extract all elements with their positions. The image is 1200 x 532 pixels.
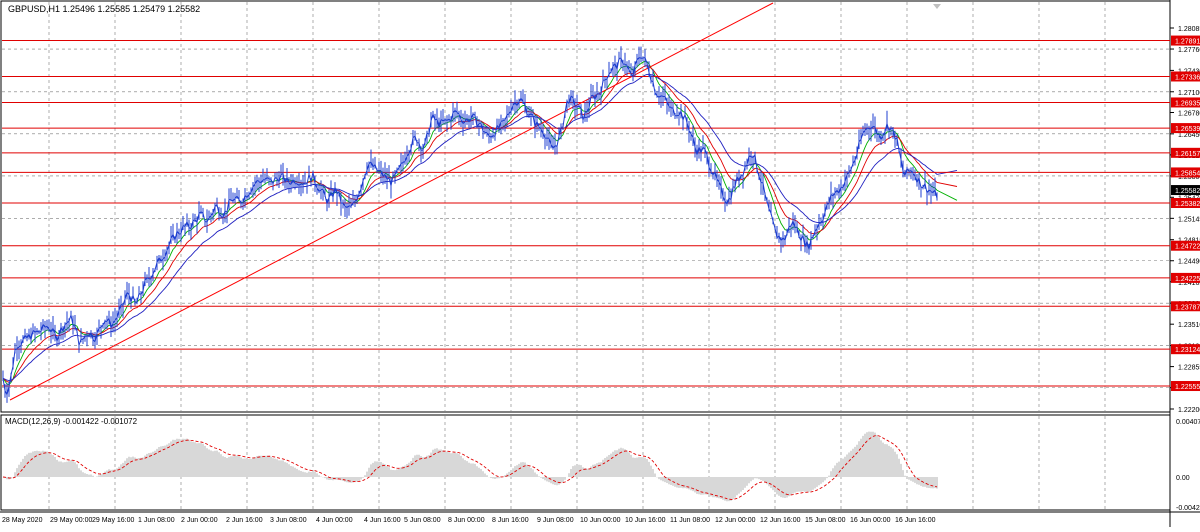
price-tick-label: 1.24490 <box>1178 259 1200 266</box>
current-price-label-bg <box>1171 185 1200 196</box>
level-label: 1.23124 <box>1175 347 1200 354</box>
level-label-bg <box>1171 167 1200 178</box>
time-tick-label: 8 Jun 00:00 <box>448 517 485 524</box>
macd-header: MACD(12,26,9) -0.001422 -0.001072 <box>5 417 138 426</box>
level-label: 1.27336 <box>1175 74 1200 81</box>
level-label: 1.27891 <box>1175 39 1200 46</box>
time-axis: 28 May 2020 29 May 00:00 29 May 16:00 1 Jun… <box>2 517 936 524</box>
macd-tick-label: -0.00424 <box>1176 505 1200 512</box>
time-tick-label: 8 Jun 16:00 <box>492 517 529 524</box>
time-tick-label: 4 Jun 00:00 <box>316 517 353 524</box>
shift-marker-icon[interactable] <box>933 4 941 9</box>
level-label: 1.24225 <box>1175 276 1200 283</box>
time-tick-label: 9 Jun 08:00 <box>537 517 574 524</box>
time-tick-label: 1 Jun 08:00 <box>138 517 175 524</box>
price-tick-label: 1.26450 <box>1178 132 1200 139</box>
price-tick-label: 1.26780 <box>1178 110 1200 117</box>
level-label: 1.26935 <box>1175 100 1200 107</box>
time-tick-label: 11 Jun 08:00 <box>670 517 710 524</box>
time-tick-label: 15 Jun 08:00 <box>805 517 846 524</box>
symbol-header: GBPUSD,H1 1.25496 1.25585 1.25479 1.2558… <box>8 4 200 14</box>
level-label: 1.26539 <box>1175 126 1200 133</box>
level-price-labels: 1.27891 1.27336 1.26935 1.26539 1.26157 1.258… <box>1171 35 1200 392</box>
price-tick-label: 1.22855 <box>1178 365 1200 372</box>
time-tick-label: 16 Jun 00:00 <box>850 517 891 524</box>
level-label-bg <box>1171 147 1200 158</box>
time-tick-label: 4 Jun 16:00 <box>364 517 401 524</box>
level-label: 1.25854 <box>1175 170 1200 177</box>
time-tick-label: 16 Jun 16:00 <box>895 517 936 524</box>
time-tick-label: 29 May 16:00 <box>92 517 135 524</box>
level-label-bg <box>1171 301 1200 312</box>
level-label: 1.23787 <box>1175 304 1200 311</box>
time-tick-label: 2 Jun 00:00 <box>181 517 218 524</box>
level-label-bg <box>1171 381 1200 392</box>
time-tick-label: 10 Jun 16:00 <box>625 517 666 524</box>
time-tick-label: 10 Jun 00:00 <box>580 517 621 524</box>
price-tick-label: 1.25145 <box>1178 216 1200 223</box>
time-tick-label: 2 Jun 16:00 <box>226 517 263 524</box>
price-tick-label: 1.24165 <box>1178 280 1200 287</box>
price-tick-label: 1.27760 <box>1178 47 1200 54</box>
close-line <box>2 56 938 397</box>
level-label-bg <box>1171 272 1200 283</box>
level-label-bg <box>1171 344 1200 355</box>
level-label: 1.22555 <box>1175 384 1200 391</box>
price-tick-label: 1.23510 <box>1178 322 1200 329</box>
level-label: 1.24722 <box>1175 244 1200 251</box>
level-label-bg <box>1171 35 1200 46</box>
time-tick-label: 3 Jun 08:00 <box>270 517 307 524</box>
level-label: 1.26157 <box>1175 151 1200 158</box>
time-tick-label: 28 May 2020 <box>2 517 43 524</box>
time-tick-label: 12 Jun 00:00 <box>715 517 756 524</box>
level-label-bg <box>1171 97 1200 108</box>
level-label-bg <box>1171 71 1200 82</box>
price-tick-label: 1.22200 <box>1178 407 1200 414</box>
trend-line[interactable] <box>9 2 774 401</box>
level-label: 1.25382 <box>1175 201 1200 208</box>
current-price-label: 1.25582 <box>1175 188 1200 195</box>
macd-signal-line <box>2 435 938 500</box>
price-series <box>2 46 938 403</box>
price-tick-label: 1.28085 <box>1178 26 1200 33</box>
time-tick-label: 29 May 00:00 <box>50 517 93 524</box>
level-label-bg <box>1171 197 1200 208</box>
level-label-bg <box>1171 240 1200 251</box>
macd-indicator: 0.00407 0.00 -0.00424 <box>2 419 1200 512</box>
time-tick-label: 5 Jun 08:00 <box>404 517 441 524</box>
macd-tick-label: 0.00 <box>1176 475 1190 482</box>
horizontal-levels[interactable] <box>2 40 1170 387</box>
time-tick-label: 12 Jun 16:00 <box>760 517 801 524</box>
level-label-bg <box>1171 123 1200 134</box>
macd-tick-label: 0.00407 <box>1176 419 1200 426</box>
price-tick-label: 1.27100 <box>1178 90 1200 97</box>
